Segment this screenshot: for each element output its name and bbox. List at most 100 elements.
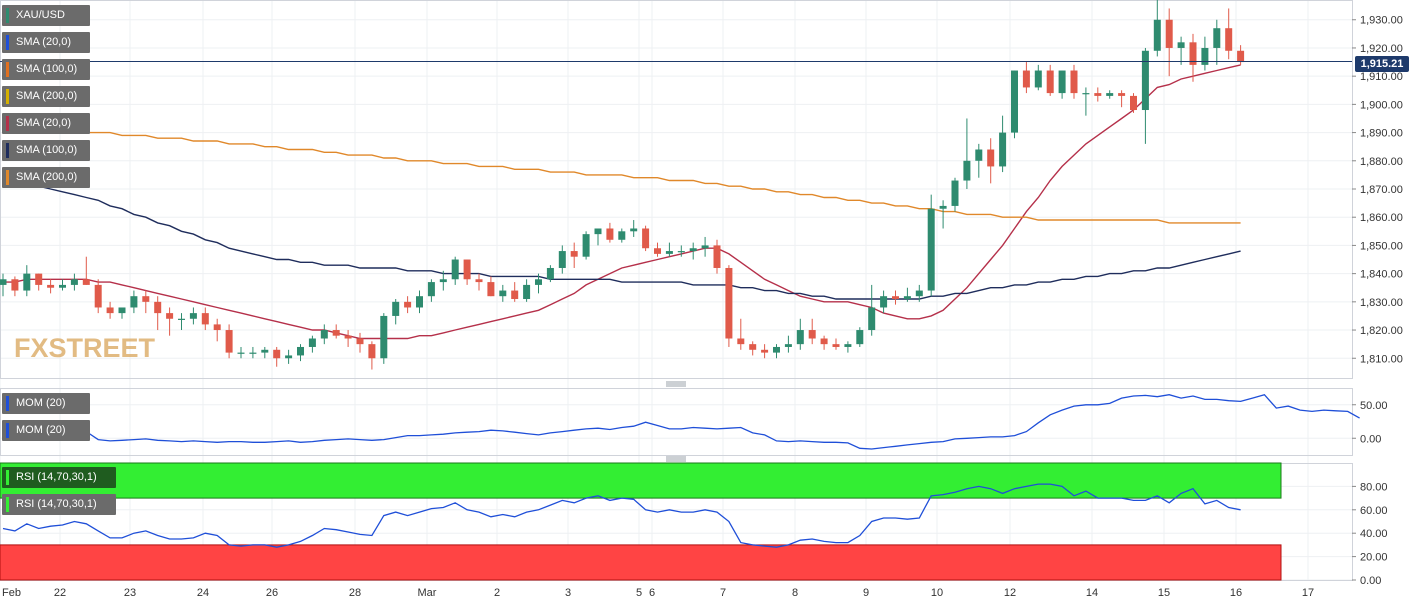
- legend-tag[interactable]: RSI (14,70,30,1): [2, 467, 116, 488]
- candle-body: [487, 282, 495, 297]
- rsi-zones: [0, 462, 1282, 581]
- legend-tag[interactable]: SMA (20,0): [2, 32, 90, 53]
- legend-swatch: [6, 423, 9, 438]
- candle-body: [475, 279, 483, 283]
- candle-body: [880, 296, 888, 308]
- legend-label: SMA (100,0): [16, 144, 78, 156]
- legend-label: MOM (20): [16, 424, 66, 436]
- candle-body: [213, 324, 221, 331]
- x-tick-label: 28: [349, 587, 361, 599]
- candle-body: [178, 318, 185, 320]
- candle-body: [677, 251, 685, 253]
- sma-lines: [2, 64, 1241, 340]
- y-tick-label: 1,820.00: [1360, 325, 1403, 337]
- candle-body: [939, 205, 947, 209]
- legend-tag[interactable]: XAU/USD: [2, 5, 90, 26]
- legend-tag[interactable]: RSI (14,70,30,1): [2, 494, 116, 515]
- candle-body: [1034, 70, 1042, 88]
- candle-body: [166, 313, 174, 319]
- candle-body: [963, 160, 971, 181]
- rsi-axis[interactable]: 0.00 20.00 40.00 60.00 80.00: [1352, 481, 1388, 587]
- legend-label: RSI (14,70,30,1): [16, 471, 97, 483]
- fxstreet-watermark: FXSTREET: [14, 333, 156, 363]
- candle-body: [975, 149, 983, 161]
- candle-body: [725, 267, 733, 339]
- candle-body: [951, 180, 959, 206]
- candle-body: [642, 228, 650, 249]
- candle-body: [225, 330, 233, 353]
- candle-body: [1141, 50, 1149, 111]
- candle-body: [689, 248, 697, 252]
- panel-splitters[interactable]: [666, 381, 686, 462]
- x-tick-label: 5: [636, 587, 642, 599]
- x-tick-label: Mar: [418, 587, 437, 599]
- candle-body: [844, 344, 852, 347]
- candle-body: [1011, 70, 1018, 133]
- y-tick-label: 1,900.00: [1360, 99, 1403, 111]
- candle-body: [570, 251, 578, 257]
- y-tick-label: 60.00: [1360, 505, 1388, 517]
- last-price-badge: 1,915.21: [1355, 56, 1409, 72]
- legend-tag[interactable]: SMA (200,0): [2, 167, 90, 188]
- candle-body: [1070, 70, 1078, 94]
- candle-body: [903, 296, 911, 300]
- candle-body: [380, 315, 388, 359]
- x-tick-label: 6: [649, 587, 655, 599]
- candle-body: [832, 344, 840, 347]
- candle-body: [1189, 42, 1197, 65]
- candle-body: [761, 349, 769, 353]
- candle-body: [273, 349, 281, 359]
- y-tick-label: 1,930.00: [1360, 15, 1403, 27]
- x-tick-label: 23: [124, 587, 136, 599]
- legend-label: SMA (200,0): [16, 90, 78, 102]
- candle-body: [356, 338, 364, 345]
- x-tick-label: 24: [197, 587, 209, 599]
- price-axis[interactable]: 1,810.00 1,820.00 1,830.00 1,840.00 1,850.00…: [1352, 15, 1403, 366]
- legend-swatch: [6, 497, 9, 512]
- time-axis[interactable]: Feb 22 23 24 26 28 Mar 2 3 5 6 7 8 9 10 12 14 15 16 17: [2, 587, 1314, 599]
- legend-swatch: [6, 116, 9, 131]
- candle-body: [499, 290, 507, 297]
- candle-body: [285, 355, 293, 359]
- y-tick-label: 1,910.00: [1360, 71, 1403, 83]
- candle-body: [784, 344, 792, 347]
- candle-body: [1058, 70, 1066, 94]
- candle-body: [582, 234, 590, 257]
- candle-body: [332, 330, 340, 336]
- candle-body: [368, 344, 376, 359]
- candle-body: [892, 296, 899, 300]
- legend-tag[interactable]: SMA (100,0): [2, 140, 90, 161]
- candle-body: [511, 290, 519, 300]
- legend-tag[interactable]: SMA (20,0): [2, 113, 90, 134]
- x-tick-label: Feb: [2, 587, 21, 599]
- candle-body: [1046, 70, 1054, 94]
- legend-label: SMA (100,0): [16, 63, 78, 75]
- y-tick-label: 40.00: [1360, 528, 1388, 540]
- y-tick-label: 1,890.00: [1360, 128, 1403, 140]
- y-tick-label: 1,860.00: [1360, 212, 1403, 224]
- candle-body: [987, 149, 995, 167]
- candle-body: [868, 307, 876, 331]
- candle-body: [808, 330, 816, 339]
- y-tick-label: 1,810.00: [1360, 353, 1403, 365]
- candle-body: [796, 330, 804, 345]
- momentum-axis[interactable]: 0.00 50.00: [1352, 400, 1388, 446]
- y-tick-label: 1,840.00: [1360, 269, 1403, 281]
- candle-body: [142, 296, 150, 302]
- legend-tag[interactable]: MOM (20): [2, 393, 90, 414]
- overbought-zone: [0, 462, 1282, 499]
- legend-tag[interactable]: SMA (200,0): [2, 86, 90, 107]
- sma-line: [3, 64, 1241, 340]
- legend-label: SMA (20,0): [16, 117, 72, 129]
- legend-swatch: [6, 470, 9, 485]
- candle-body: [392, 301, 400, 316]
- candle-body: [106, 307, 114, 314]
- candle-body: [654, 248, 661, 254]
- legend-tag[interactable]: SMA (100,0): [2, 59, 90, 80]
- y-tick-label: 80.00: [1360, 481, 1388, 493]
- legend-tag[interactable]: MOM (20): [2, 420, 90, 441]
- candle-body: [297, 346, 304, 356]
- candle-body: [0, 279, 7, 285]
- x-tick-label: 26: [266, 587, 278, 599]
